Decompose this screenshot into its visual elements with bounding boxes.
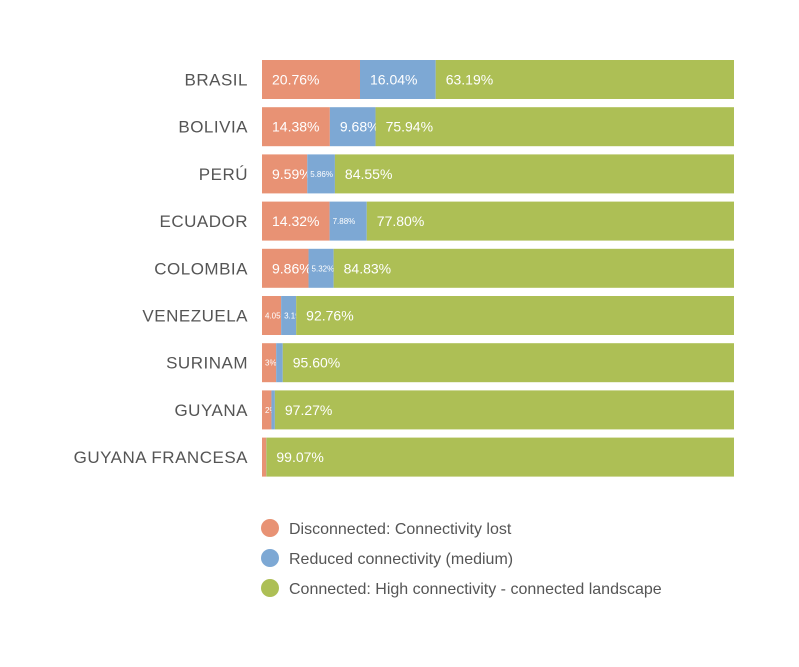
data-label: 20.76% — [272, 72, 319, 88]
legend-marker — [261, 519, 279, 537]
bars-layer: BRASIL 20.76% 16.04% 63.19% BOLIVIA 14.38% 9.6… — [74, 60, 734, 477]
data-label: 14.32% — [272, 213, 319, 229]
category-label: VENEZUELA — [142, 307, 248, 326]
legend-label: Connected: High connectivity - connected… — [289, 581, 662, 598]
category-label: SURINAM — [166, 354, 248, 373]
data-label: 84.83% — [344, 260, 391, 276]
data-label: 84.55% — [345, 166, 392, 182]
category-label: BOLIVIA — [178, 118, 248, 137]
data-label: 75.94% — [386, 119, 433, 135]
bar-segment — [275, 390, 734, 429]
data-label: 5.32% — [312, 264, 335, 273]
bar-segment — [335, 154, 734, 193]
legend-label: Reduced connectivity (medium) — [289, 551, 513, 568]
legend-marker — [261, 549, 279, 567]
data-label: 97.27% — [285, 402, 332, 418]
data-label: 16.04% — [370, 72, 417, 88]
category-label: COLOMBIA — [154, 259, 248, 278]
data-label: 14.38% — [272, 119, 319, 135]
bar-segment — [266, 438, 734, 477]
legend: Disconnected: Connectivity lost Reduced c… — [261, 519, 662, 598]
bar-segment — [262, 438, 266, 477]
data-label: 95.60% — [293, 355, 340, 371]
category-label: GUYANA FRANCESA — [74, 448, 249, 467]
legend-marker — [261, 579, 279, 597]
data-label: 9.68% — [340, 119, 380, 135]
data-label: 92.76% — [306, 308, 353, 324]
data-label: 63.19% — [446, 72, 493, 88]
data-label: 99.07% — [276, 449, 323, 465]
category-label: PERÚ — [199, 165, 248, 184]
data-label: 77.80% — [377, 213, 424, 229]
bar-segment — [271, 390, 274, 429]
legend-label: Disconnected: Connectivity lost — [289, 521, 512, 538]
data-label: 7.88% — [333, 217, 356, 226]
bar-segment — [296, 296, 734, 335]
data-label: 3% — [265, 359, 277, 368]
bar-segment — [283, 343, 734, 382]
data-label: 9.86% — [272, 260, 312, 276]
category-label: ECUADOR — [159, 212, 248, 231]
category-label: GUYANA — [174, 401, 248, 420]
bar-segment — [334, 249, 734, 288]
bar-segment — [276, 343, 283, 382]
data-label: 9.59% — [272, 166, 312, 182]
data-label: 5.86% — [310, 170, 333, 179]
category-label: BRASIL — [185, 71, 248, 90]
